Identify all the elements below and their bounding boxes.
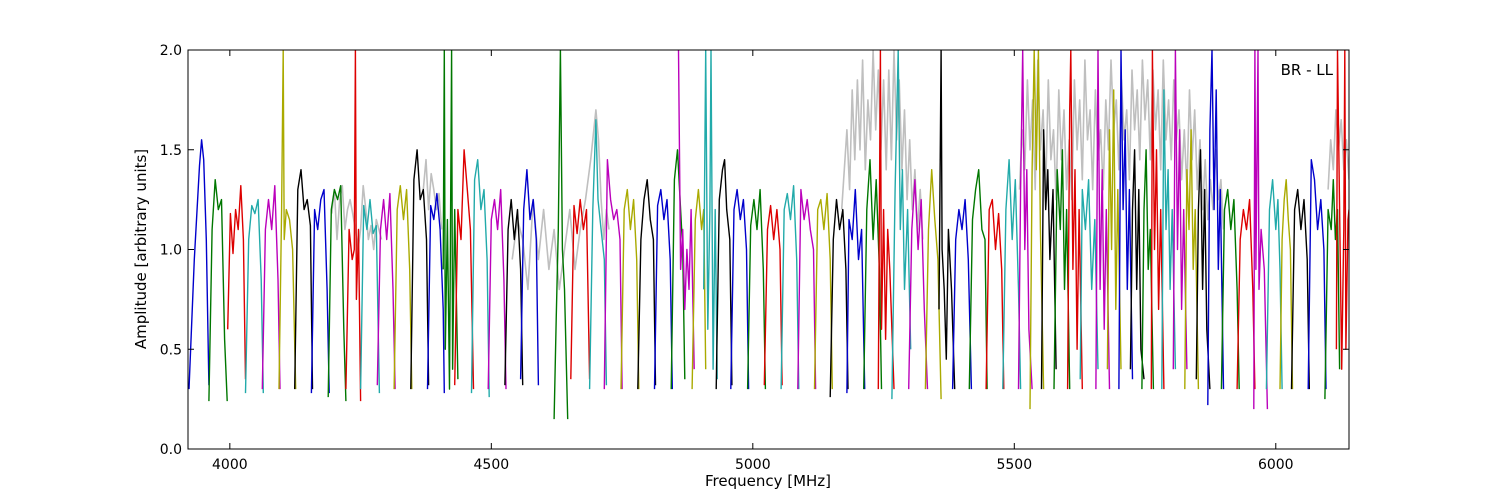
- series-line-sb-64: [1161, 89, 1177, 390]
- series-line-sb-46: [924, 168, 942, 400]
- series-line-sb-68: [1207, 50, 1225, 406]
- series-line-sb-55: [1053, 149, 1071, 390]
- series-line-sb-08: [310, 188, 330, 394]
- y-tick-label-0: 0.0: [160, 442, 182, 458]
- series-line-sb-26: [620, 188, 640, 390]
- series-line-sb-27: [637, 178, 657, 390]
- series-line-sb-65: [1172, 50, 1188, 370]
- y-tick-label-2: 1.0: [160, 243, 182, 259]
- series-line-sb-30: [677, 50, 695, 370]
- series-line-sb-71: [1253, 50, 1269, 410]
- series-line-sb-01: [188, 139, 210, 390]
- series-line-sb-73: [1279, 178, 1294, 390]
- series-line-sb-37: [780, 184, 800, 390]
- series-line-sb-05: [261, 184, 281, 390]
- series-line-sb-75: [1307, 158, 1327, 390]
- series-line-sb-24: [588, 119, 608, 390]
- series-line-sb-03: [227, 184, 247, 380]
- series-line-sb-21: [519, 168, 540, 386]
- series-layer: [188, 50, 1349, 420]
- series-line-sb-41: [846, 188, 866, 394]
- background-series-line-2: [422, 158, 443, 230]
- x-tick-label-5000: 5000: [735, 457, 771, 473]
- background-series-line-3: [511, 109, 610, 291]
- series-line-sb-74: [1290, 188, 1310, 390]
- series-line-sb-19: [487, 188, 507, 390]
- series-line-sb-20: [504, 198, 524, 386]
- series-line-sb-43: [877, 50, 895, 390]
- series-line-sb-47: [938, 50, 956, 390]
- series-line-sb-15: [426, 192, 445, 394]
- series-line-sb-09: [327, 184, 347, 402]
- series-line-sb-66: [1184, 129, 1200, 390]
- series-line-sb-58: [1095, 50, 1111, 390]
- series-line-sb-54: [1040, 129, 1057, 390]
- series-line-sb-22: [553, 50, 569, 420]
- series-line-sb-32: [703, 50, 718, 380]
- series-line-sb-17: [454, 149, 475, 390]
- series-line-sb-10: [345, 50, 362, 402]
- series-line-sb-69: [1220, 188, 1240, 390]
- series-line-sb-13: [393, 184, 413, 390]
- series-line-sb-25: [603, 158, 623, 390]
- series-line-sb-44: [891, 50, 912, 400]
- x-tick-label-5500: 5500: [996, 457, 1032, 473]
- series-line-sb-45: [908, 178, 929, 390]
- series-line-sb-52: [1017, 50, 1033, 390]
- series-line-sb-35: [746, 188, 767, 390]
- series-line-sb-14: [410, 149, 430, 390]
- series-line-sb-11: [359, 198, 381, 394]
- series-line-sb-18: [470, 158, 490, 398]
- series-line-sb-02: [208, 178, 228, 402]
- background-series-line-4: [840, 50, 924, 240]
- series-line-sb-33: [715, 158, 733, 390]
- series-line-sb-36: [763, 204, 783, 386]
- series-line-sb-67: [1195, 149, 1211, 390]
- series-line-sb-12: [376, 192, 396, 390]
- series-line-sb-34: [730, 188, 750, 390]
- series-line-sb-51: [1002, 158, 1022, 390]
- y-tick-label-1: 0.5: [160, 342, 182, 358]
- series-line-sb-63: [1150, 50, 1165, 390]
- series-line-sb-04: [244, 198, 264, 394]
- series-line-sb-77: [1335, 50, 1349, 370]
- series-line-sb-38: [797, 188, 817, 390]
- series-line-sb-40: [829, 198, 849, 398]
- series-line-sb-53: [1029, 50, 1045, 410]
- series-line-sb-28: [653, 188, 673, 390]
- series-line-sb-07: [294, 168, 314, 390]
- y-axis-ticks: 0.0 0.5 1.0 1.5 2.0: [160, 43, 1349, 458]
- series-line-sb-23: [570, 198, 591, 380]
- series-line-sb-56: [1066, 50, 1083, 390]
- x-tick-label-6000: 6000: [1258, 457, 1294, 473]
- y-axis-label: Amplitude [arbitrary units]: [132, 149, 150, 349]
- series-line-sb-62: [1141, 149, 1155, 390]
- series-line-sb-49: [968, 168, 988, 390]
- series-line-sb-61: [1129, 149, 1145, 380]
- y-tick-label-3: 1.5: [160, 143, 182, 159]
- series-line-sb-16: [442, 50, 459, 390]
- series-line-sb-39: [813, 192, 833, 390]
- x-tick-label-4500: 4500: [474, 457, 510, 473]
- series-line-sb-60: [1118, 50, 1134, 390]
- series-line-sb-59: [1106, 89, 1122, 370]
- series-line-sb-72: [1265, 178, 1283, 390]
- series-line-sb-50: [985, 198, 1005, 390]
- annotation-label: BR - LL: [1281, 61, 1334, 79]
- series-line-sb-57: [1079, 178, 1099, 380]
- series-line-sb-06: [278, 50, 297, 390]
- y-tick-label-4: 2.0: [160, 43, 182, 59]
- series-line-sb-70: [1236, 198, 1256, 390]
- x-axis-label: Frequency [MHz]: [705, 472, 831, 490]
- x-axis-ticks: 4000 4500 5000 5500 6000: [212, 50, 1294, 473]
- x-tick-label-4000: 4000: [212, 457, 248, 473]
- series-line-sb-48: [951, 198, 973, 390]
